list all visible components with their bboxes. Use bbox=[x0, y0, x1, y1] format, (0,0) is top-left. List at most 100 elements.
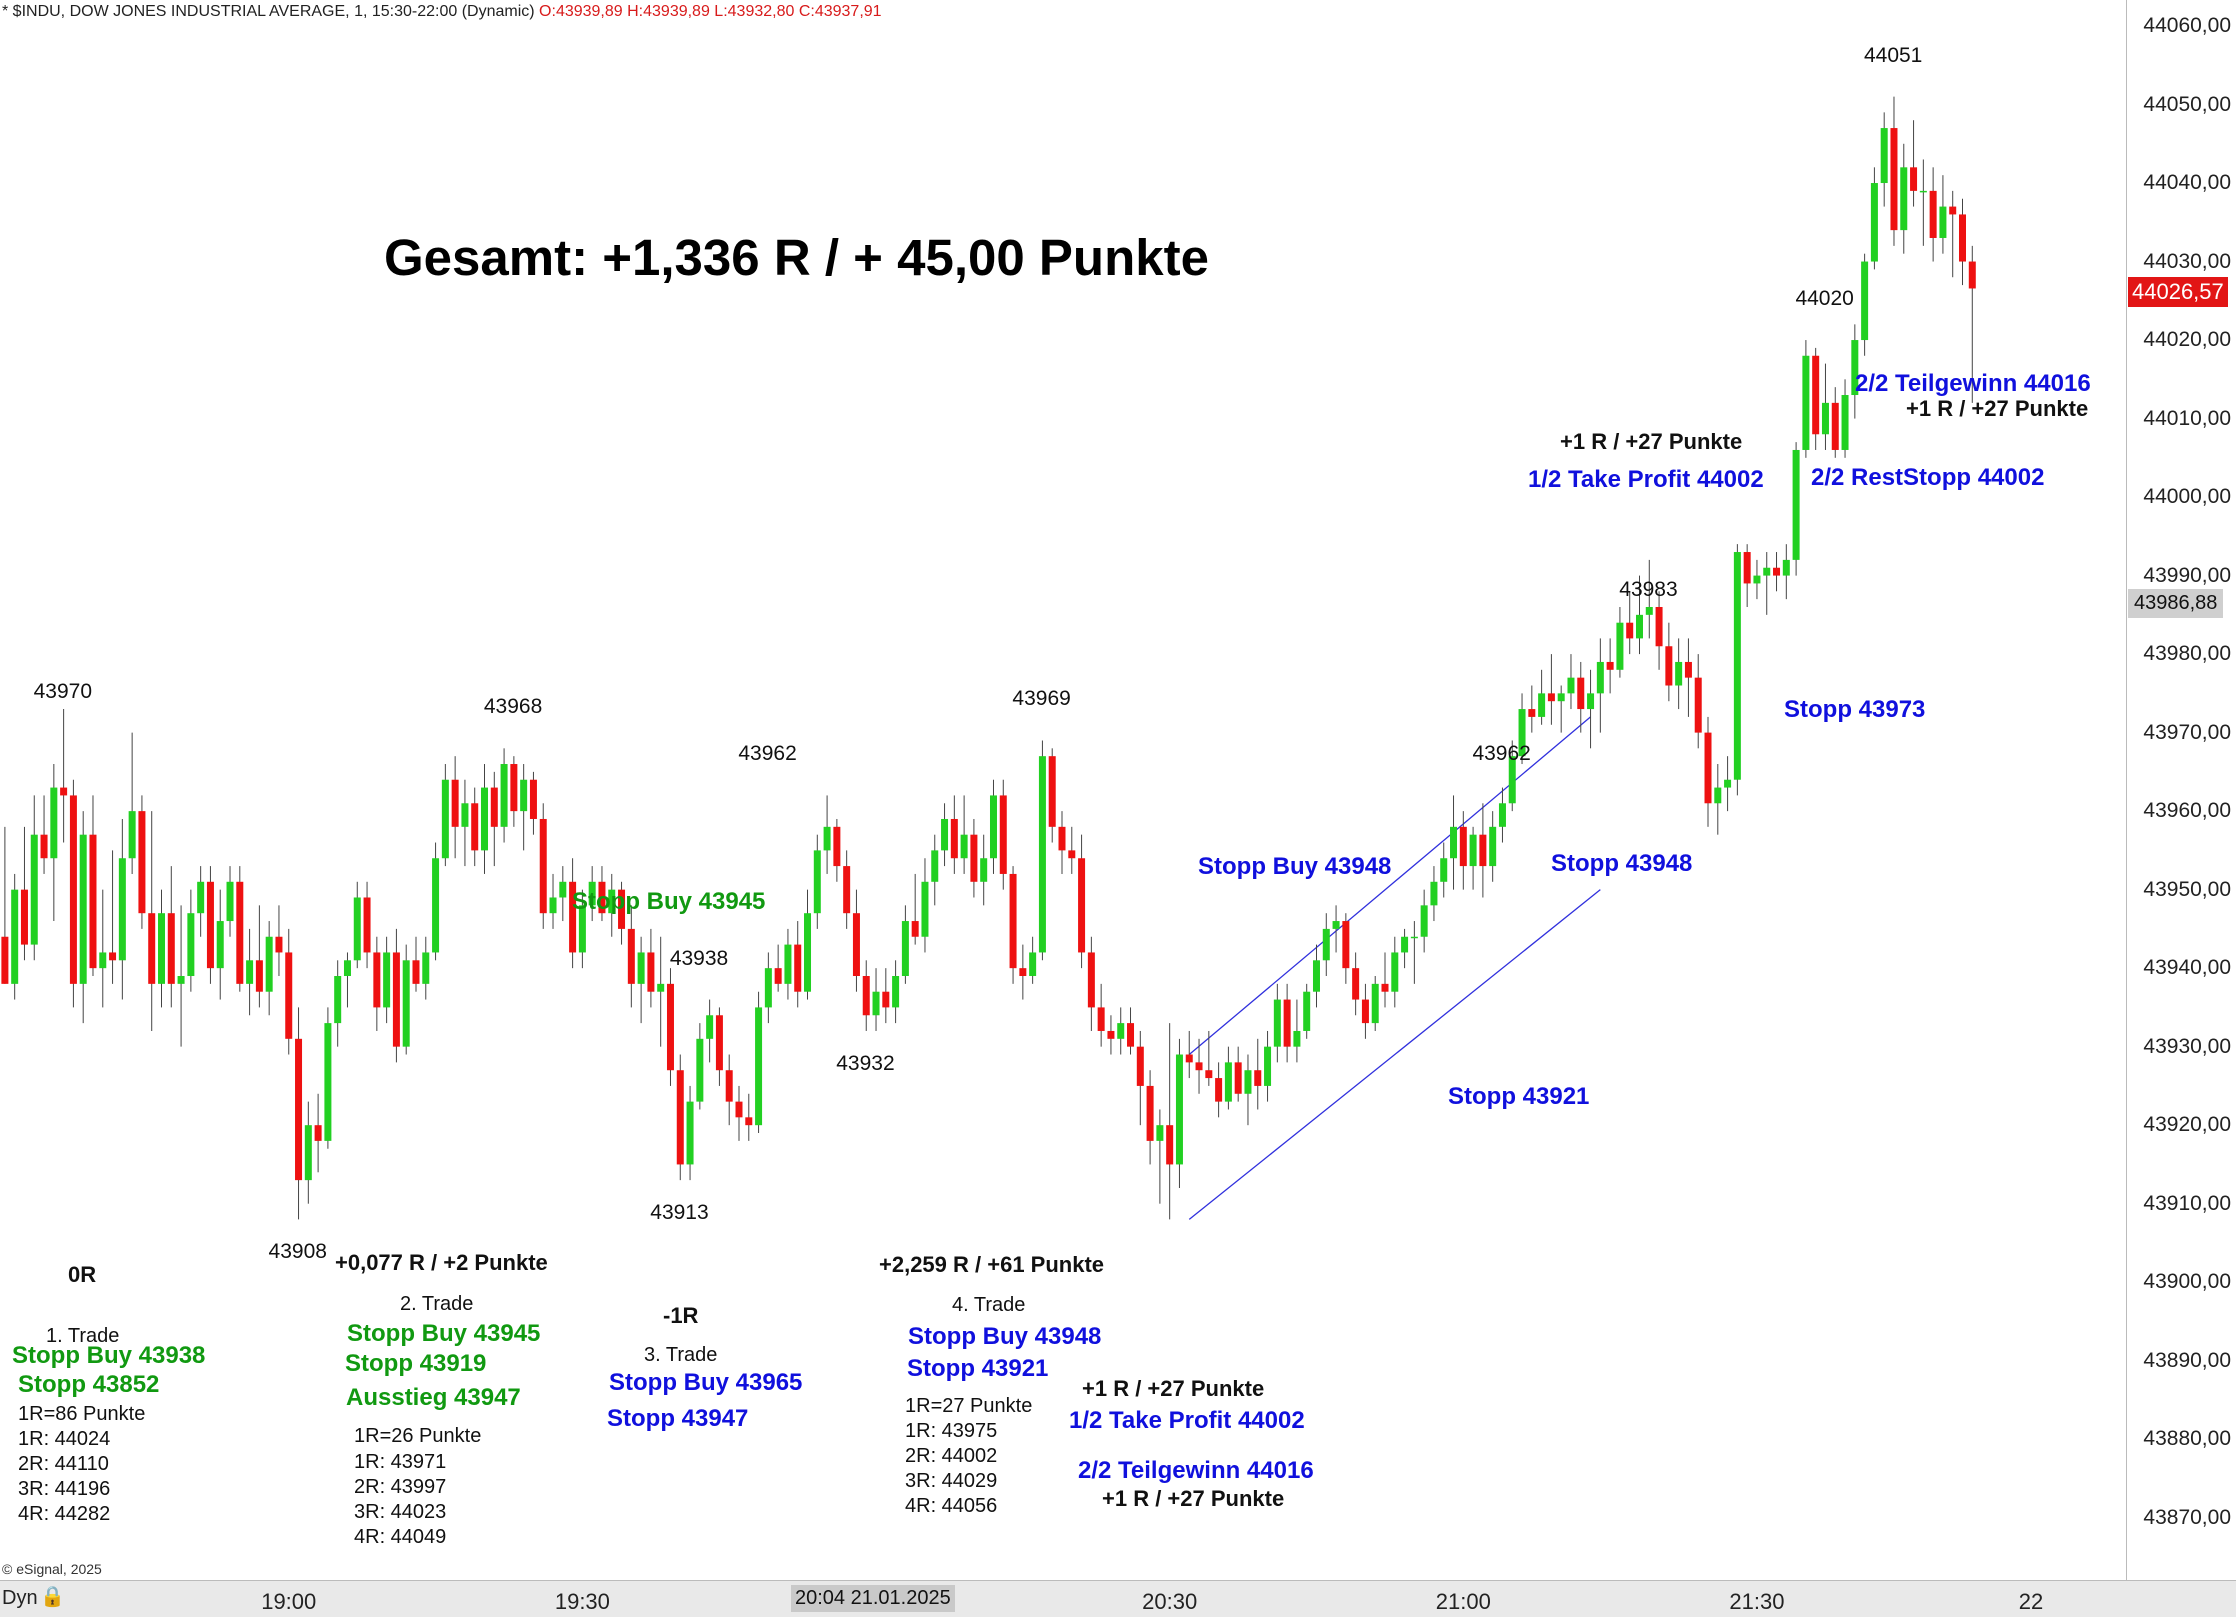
candle-up bbox=[1753, 575, 1761, 584]
trade4-level: 1R: 43975 bbox=[905, 1420, 998, 1442]
candle-down bbox=[20, 889, 28, 945]
candle-up bbox=[1587, 693, 1595, 710]
candle-up bbox=[1841, 395, 1849, 450]
candle-down bbox=[569, 881, 577, 953]
candle-down bbox=[1068, 850, 1076, 859]
candle-up bbox=[118, 858, 126, 961]
candle-up bbox=[989, 795, 997, 859]
price-tick-label: 44010,00 bbox=[2143, 406, 2231, 430]
candle-down bbox=[529, 779, 537, 819]
candle-down bbox=[236, 881, 244, 984]
price-tick-label: 43930,00 bbox=[2143, 1034, 2231, 1058]
candle-down bbox=[373, 952, 381, 1008]
swing-label: 43970 bbox=[33, 679, 93, 703]
candle-up bbox=[11, 889, 19, 984]
dyn-label[interactable]: Dyn bbox=[2, 1587, 38, 1609]
chart-teilgewinn: 2/2 Teilgewinn 44016 bbox=[1855, 370, 2091, 397]
candle-down bbox=[1704, 732, 1712, 804]
chart-stop-buy-blue: Stopp Buy 43948 bbox=[1198, 853, 1392, 880]
candle-up bbox=[764, 968, 772, 1008]
candle-down bbox=[539, 818, 547, 914]
candle-up bbox=[1489, 826, 1497, 867]
candle-up bbox=[784, 944, 792, 984]
candle-down bbox=[1097, 1007, 1105, 1031]
trade4-title: 4. Trade bbox=[952, 1294, 1026, 1316]
time-axis[interactable]: Dyn 🔒 19:00 19:30 20:30 21:00 21:30 22 20:04 … bbox=[0, 1580, 2236, 1617]
chart-r27-b: +1 R / +27 Punkte bbox=[1906, 396, 2089, 421]
candle-down bbox=[1773, 567, 1781, 576]
trade2-level: 3R: 44023 bbox=[354, 1501, 447, 1523]
candle-down bbox=[735, 1101, 743, 1118]
trade4-r27-a: +1 R / +27 Punkte bbox=[1082, 1376, 1265, 1401]
lock-icon[interactable]: 🔒 bbox=[40, 1586, 65, 1608]
chart-stop-43973: Stopp 43973 bbox=[1784, 696, 1926, 723]
trade2-level: 4R: 44049 bbox=[354, 1526, 447, 1548]
candle-up bbox=[1538, 693, 1546, 717]
candle-up bbox=[588, 881, 596, 906]
candle-up bbox=[187, 913, 195, 977]
chart-stop-43921: Stopp 43921 bbox=[1448, 1083, 1590, 1110]
price-axis[interactable]: 44060,00 44050,00 44040,00 44030,00 44020,00… bbox=[2126, 0, 2236, 1580]
trade4-take-profit: 1/2 Take Profit 44002 bbox=[1069, 1407, 1305, 1434]
trade3-title: 3. Trade bbox=[644, 1344, 718, 1366]
candle-up bbox=[657, 983, 665, 992]
candle-down bbox=[138, 811, 146, 914]
candle-up bbox=[383, 952, 391, 1008]
candle-down bbox=[1606, 661, 1614, 670]
candle-down bbox=[598, 881, 606, 914]
swing-label: 43983 bbox=[1619, 577, 1678, 601]
swing-label: 43913 bbox=[650, 1201, 709, 1225]
candle-down bbox=[1694, 677, 1702, 733]
price-tick-label: 43990,00 bbox=[2143, 563, 2231, 587]
candle-down bbox=[970, 834, 978, 882]
candle-down bbox=[1283, 999, 1291, 1047]
candle-up bbox=[99, 952, 107, 969]
candle-up bbox=[353, 897, 361, 961]
candle-up bbox=[1410, 936, 1418, 939]
candle-down bbox=[412, 960, 420, 984]
trade3-entry: Stopp Buy 43965 bbox=[609, 1369, 803, 1396]
candle-up bbox=[960, 834, 968, 859]
candle-up bbox=[324, 1023, 332, 1141]
candle-up bbox=[1038, 756, 1046, 953]
candle-up bbox=[1792, 449, 1800, 560]
candle-down bbox=[745, 1117, 753, 1126]
swing-label: 43932 bbox=[836, 1051, 895, 1075]
last-price-marker: 44026,57 bbox=[2128, 277, 2228, 307]
candle-up bbox=[334, 976, 342, 1024]
candle-up bbox=[941, 818, 949, 851]
candle-down bbox=[627, 928, 635, 984]
candle-up bbox=[892, 976, 900, 1008]
trade4-teilgewinn: 2/2 Teilgewinn 44016 bbox=[1078, 1457, 1314, 1484]
trade2-r: 1R=26 Punkte bbox=[354, 1425, 482, 1447]
chart-title: * $INDU, DOW JONES INDUSTRIAL AVERAGE, 1… bbox=[2, 3, 535, 20]
candle-up bbox=[1900, 167, 1908, 231]
candle-up bbox=[980, 858, 988, 882]
candle-down bbox=[295, 1038, 303, 1181]
candle-down bbox=[1831, 402, 1839, 450]
chart-take-profit: 1/2 Take Profit 44002 bbox=[1528, 466, 1764, 493]
candle-up bbox=[50, 787, 58, 859]
trade4-level: 2R: 44002 bbox=[905, 1445, 998, 1467]
candle-up bbox=[1175, 1054, 1183, 1165]
candle-up bbox=[1714, 787, 1722, 804]
price-tick-label: 43970,00 bbox=[2143, 720, 2231, 744]
trade1-r: 1R=86 Punkte bbox=[18, 1403, 146, 1425]
candle-down bbox=[1127, 1023, 1135, 1047]
candle-up bbox=[872, 991, 880, 1016]
candle-down bbox=[794, 944, 802, 992]
candle-down bbox=[1361, 999, 1369, 1024]
candle-down bbox=[314, 1125, 322, 1141]
candle-down bbox=[676, 1070, 684, 1165]
candle-up bbox=[1371, 983, 1379, 1024]
candle-down bbox=[862, 976, 870, 1016]
candle-up bbox=[1821, 402, 1829, 435]
candle-up bbox=[1880, 128, 1888, 184]
candle-down bbox=[1577, 677, 1585, 710]
candle-up bbox=[1557, 693, 1565, 702]
candle-up bbox=[1391, 952, 1399, 992]
candle-down bbox=[1009, 873, 1017, 969]
candle-up bbox=[1273, 999, 1281, 1047]
candle-down bbox=[490, 787, 498, 827]
candle-down bbox=[1890, 128, 1898, 231]
